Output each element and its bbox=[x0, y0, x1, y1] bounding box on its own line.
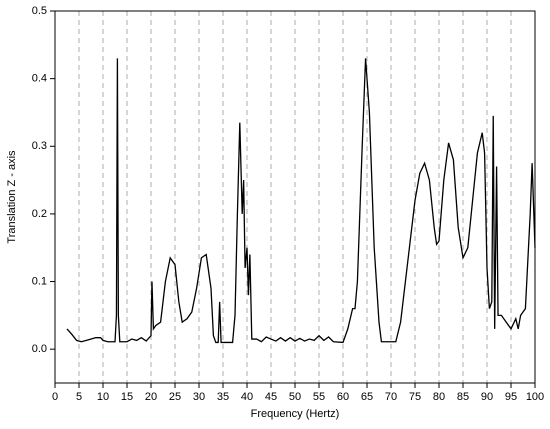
y-tick-label: 0.5 bbox=[32, 5, 47, 17]
x-tick-label: 75 bbox=[409, 391, 421, 403]
x-tick-label: 85 bbox=[457, 391, 469, 403]
x-tick-label: 65 bbox=[361, 391, 373, 403]
y-tick-label: 0.2 bbox=[32, 208, 47, 220]
x-tick-label: 10 bbox=[97, 391, 109, 403]
x-tick-label: 80 bbox=[433, 391, 445, 403]
x-tick-label: 55 bbox=[313, 391, 325, 403]
plot-frame bbox=[54, 10, 536, 384]
y-tick-label: 0.4 bbox=[32, 73, 47, 85]
x-tick-label: 100 bbox=[526, 391, 544, 403]
x-tick-label: 40 bbox=[241, 391, 253, 403]
x-tick-label: 70 bbox=[385, 391, 397, 403]
x-tick-label: 60 bbox=[337, 391, 349, 403]
x-tick-label: 20 bbox=[145, 391, 157, 403]
y-tick-label: 0.3 bbox=[32, 140, 47, 152]
y-axis-label: Translation Z - axis bbox=[6, 150, 18, 244]
x-tick-label: 95 bbox=[505, 391, 517, 403]
x-tick-label: 90 bbox=[481, 391, 493, 403]
x-tick-label: 35 bbox=[217, 391, 229, 403]
x-tick-label: 30 bbox=[193, 391, 205, 403]
y-tick-label: 0.0 bbox=[32, 343, 47, 355]
x-tick-label: 25 bbox=[169, 391, 181, 403]
x-tick-label: 0 bbox=[52, 391, 58, 403]
x-tick-label: 5 bbox=[76, 391, 82, 403]
x-tick-label: 50 bbox=[289, 391, 301, 403]
line bbox=[66, 58, 536, 344]
y-tick-label: 0.1 bbox=[32, 275, 47, 287]
x-axis-label: Frequency (Hertz) bbox=[251, 408, 340, 420]
x-tick-label: 15 bbox=[121, 391, 133, 403]
x-tick-label: 45 bbox=[265, 391, 277, 403]
